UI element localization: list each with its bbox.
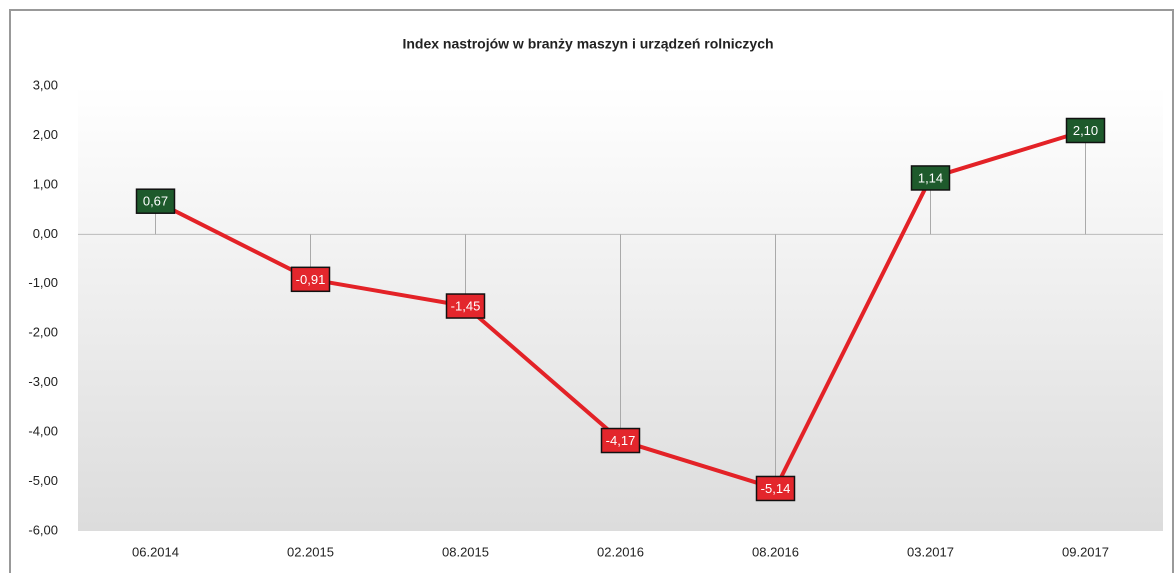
- x-tick-label: 03.2017: [907, 544, 954, 559]
- data-label: -0,91: [296, 272, 326, 287]
- data-label: -5,14: [761, 481, 791, 496]
- y-tick-label: 1,00: [33, 176, 58, 191]
- y-tick-label: 2,00: [33, 127, 58, 142]
- y-tick-label: -2,00: [28, 325, 58, 340]
- label-box: [755, 475, 796, 502]
- data-label: -1,45: [451, 298, 481, 313]
- label-box: [135, 188, 176, 214]
- label-box: [290, 266, 331, 293]
- y-tick-label: 0,00: [33, 226, 58, 241]
- data-label: -4,17: [606, 433, 636, 448]
- y-tick-label: -1,00: [28, 275, 58, 290]
- label-box: [445, 293, 486, 319]
- x-tick-label: 02.2015: [287, 544, 334, 559]
- x-tick-label: 08.2016: [752, 544, 799, 559]
- x-tick-label: 06.2014: [132, 544, 179, 559]
- x-tick-label: 02.2016: [597, 544, 644, 559]
- y-tick-label: -4,00: [28, 424, 58, 439]
- chart-title: Index nastrojów w branży maszyn i urządz…: [402, 36, 773, 52]
- data-label: 0,67: [143, 194, 168, 209]
- y-tick-label: 3,00: [33, 77, 58, 92]
- x-tick-label: 09.2017: [1062, 544, 1109, 559]
- label-box: [910, 165, 951, 191]
- data-label: 1,14: [918, 170, 943, 185]
- data-label: 2,10: [1073, 123, 1098, 138]
- y-tick-label: -6,00: [28, 522, 58, 537]
- label-box: [600, 427, 641, 454]
- label-box: [1065, 117, 1106, 144]
- y-tick-label: -5,00: [28, 473, 58, 488]
- x-tick-label: 08.2015: [442, 544, 489, 559]
- y-tick-label: -3,00: [28, 374, 58, 389]
